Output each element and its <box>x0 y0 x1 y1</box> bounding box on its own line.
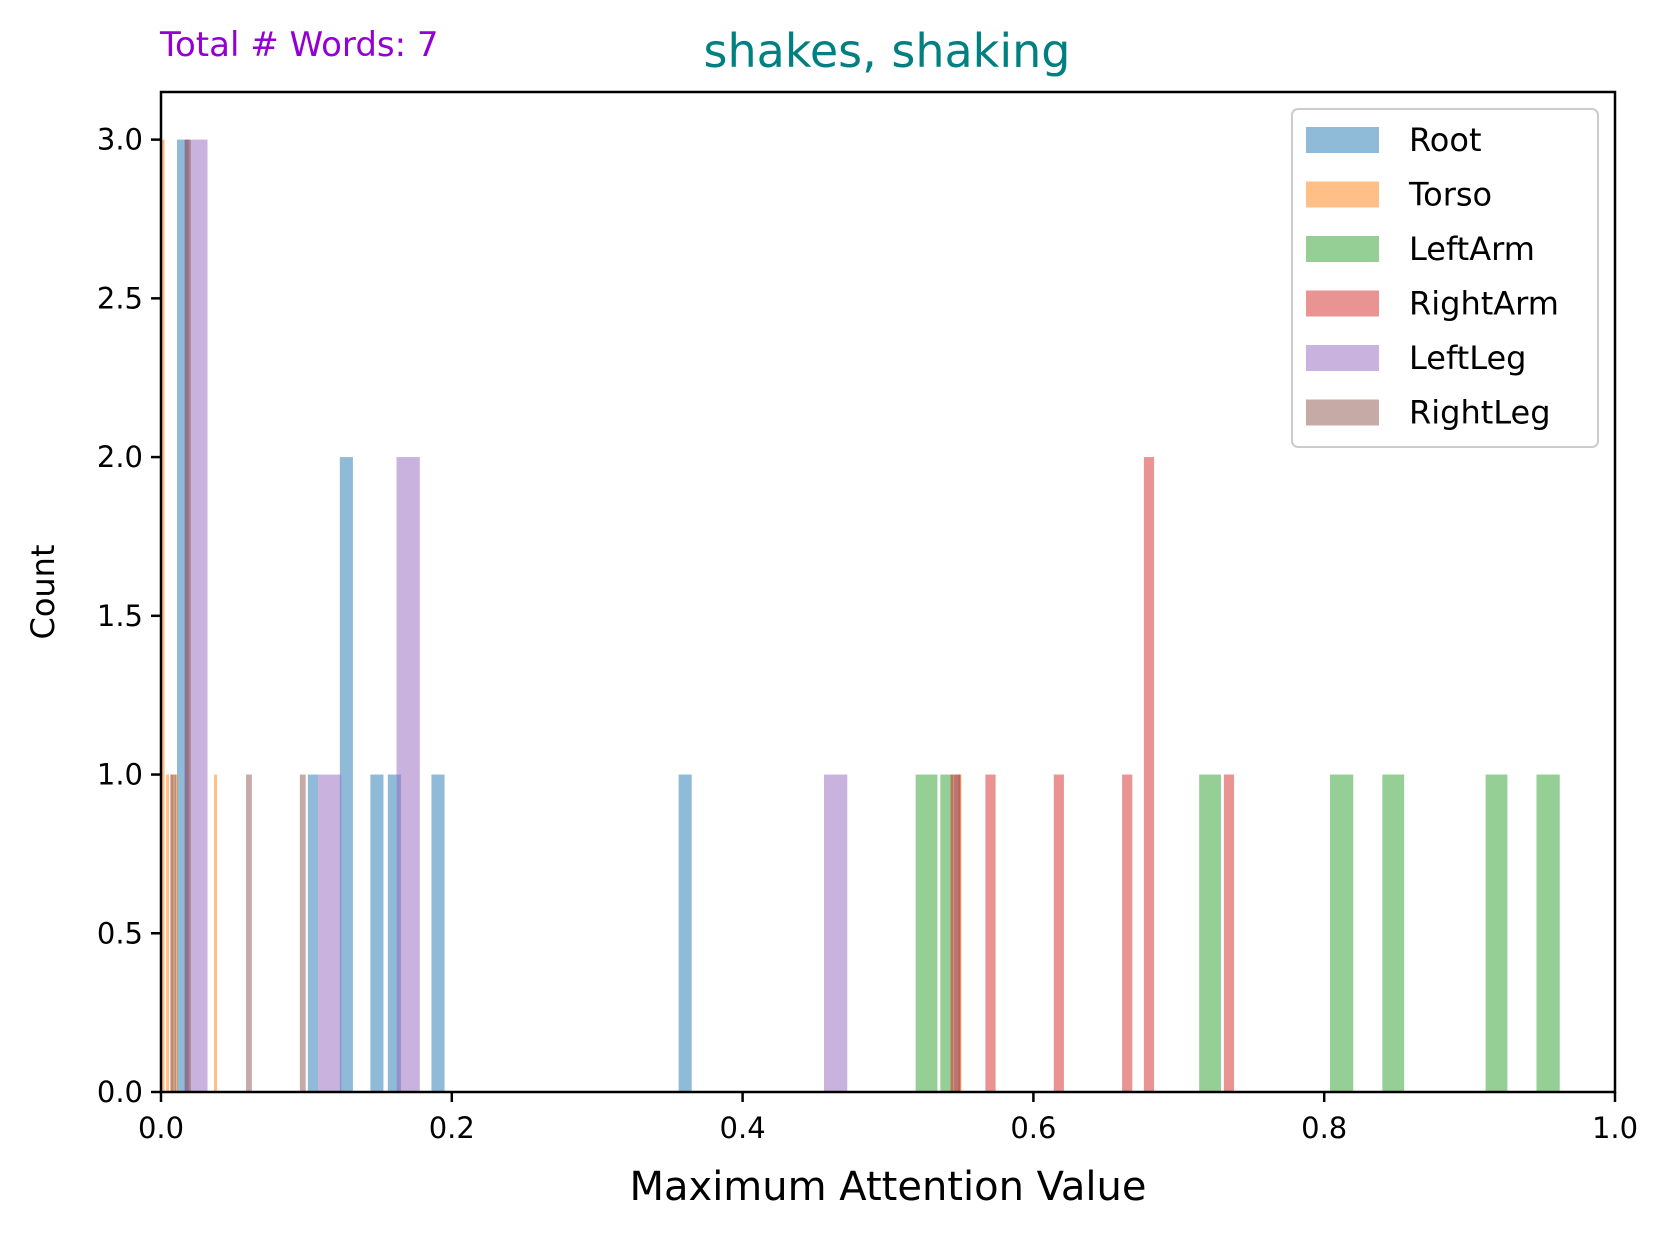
series-rightleg <box>170 139 960 1093</box>
bar-leftarm-2 <box>1199 774 1221 1092</box>
x-axis: 0.0 0.2 0.4 0.6 0.8 1.0 <box>138 1092 1638 1145</box>
series-root <box>176 139 692 1093</box>
legend-swatch-rightleg <box>1306 399 1379 426</box>
chart-title: shakes, shaking <box>704 24 1071 78</box>
legend-label-rightarm: RightArm <box>1409 285 1559 323</box>
bar-rightarm-4 <box>1143 457 1155 1093</box>
x-tick-label: 0.8 <box>1301 1111 1347 1145</box>
legend-swatch-leftarm <box>1306 236 1379 262</box>
y-tick-label: 2.0 <box>97 440 143 474</box>
series-rightarm <box>950 457 1235 1093</box>
x-axis-label: Maximum Attention Value <box>630 1164 1147 1210</box>
legend-swatch-rightarm <box>1306 290 1379 317</box>
bar-rightarm-3 <box>1122 774 1133 1092</box>
bar-root-5 <box>431 774 445 1092</box>
legend-label-torso: Torso <box>1408 176 1492 214</box>
x-tick-label: 0.2 <box>429 1111 475 1145</box>
bar-torso-0 <box>161 139 165 1093</box>
x-tick-label: 1.0 <box>1592 1111 1638 1145</box>
y-axis: 0.0 0.5 1.0 1.5 2.0 2.5 3.0 <box>97 123 161 1109</box>
bar-torso-1 <box>166 774 169 1092</box>
legend-swatch-leftleg <box>1306 345 1379 371</box>
y-tick-label: 1.5 <box>97 599 143 633</box>
bar-leftarm-5 <box>1485 774 1508 1092</box>
bar-rightleg-2 <box>246 774 252 1092</box>
legend-swatch-torso <box>1306 181 1379 208</box>
bar-rightarm-1 <box>985 774 996 1092</box>
y-tick-label: 2.5 <box>97 281 143 315</box>
bar-root-6 <box>678 774 692 1092</box>
x-tick-label: 0.0 <box>138 1111 184 1145</box>
y-tick-label: 3.0 <box>97 123 143 157</box>
bar-leftarm-4 <box>1382 774 1405 1092</box>
bar-leftarm-6 <box>1536 774 1560 1092</box>
bar-leftleg-3 <box>824 774 848 1092</box>
series-leftarm <box>915 774 1560 1092</box>
legend-label-leftleg: LeftLeg <box>1409 339 1526 377</box>
word-count-label: Total # Words: 7 <box>159 25 439 65</box>
bar-root-1 <box>307 774 319 1092</box>
bar-root-0 <box>176 139 189 1093</box>
bar-rightleg-4 <box>954 774 960 1092</box>
legend-label-leftarm: LeftArm <box>1409 230 1535 268</box>
bar-root-3 <box>370 774 384 1092</box>
bars-layer <box>161 139 1560 1093</box>
legend-swatch-root <box>1306 127 1379 153</box>
legend-label-rightleg: RightLeg <box>1409 394 1551 432</box>
bar-rightleg-0 <box>170 774 177 1092</box>
series-leftleg <box>184 139 848 1093</box>
legend: Root Torso LeftArm RightArm LeftLeg RightLeg <box>1291 108 1599 448</box>
bar-leftleg-2 <box>396 457 420 1093</box>
x-tick-label: 0.6 <box>1010 1111 1056 1145</box>
y-tick-label: 1.0 <box>97 758 143 792</box>
bar-rightleg-1 <box>184 139 191 1093</box>
bar-root-2 <box>339 457 353 1093</box>
y-tick-label: 0.5 <box>97 916 143 950</box>
bar-torso-4 <box>214 774 217 1092</box>
bar-leftleg-1 <box>318 774 342 1092</box>
legend-label-root: Root <box>1409 121 1482 159</box>
y-tick-label: 0.0 <box>97 1075 143 1109</box>
bar-leftarm-1 <box>940 774 954 1092</box>
bar-rightarm-2 <box>1053 774 1064 1092</box>
y-axis-label: Count <box>24 544 62 639</box>
bar-leftarm-3 <box>1330 774 1354 1092</box>
bar-leftarm-0 <box>915 774 938 1092</box>
bar-rightleg-3 <box>299 774 306 1092</box>
x-tick-label: 0.4 <box>720 1111 766 1145</box>
bar-rightarm-5 <box>1223 774 1235 1092</box>
plot-frame <box>159 90 1617 1094</box>
